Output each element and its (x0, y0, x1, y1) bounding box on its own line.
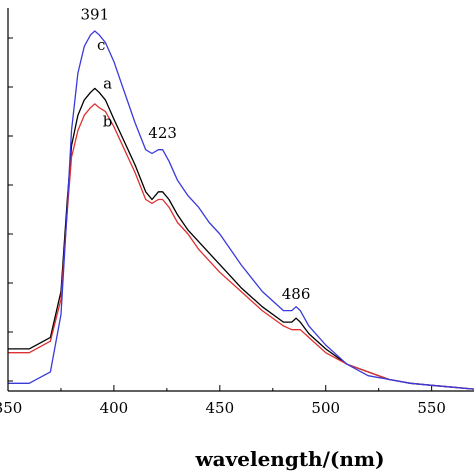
x-tick-label: 550 (417, 399, 446, 417)
x-tick-label: 400 (100, 399, 129, 417)
annotation-label: 423 (148, 124, 177, 142)
series-line-a (8, 87, 474, 390)
series-line-b (8, 103, 474, 390)
annotation-label: 391 (81, 5, 110, 23)
x-axis-title: wavelength/(nm) (194, 447, 384, 471)
y-axis-ticks (8, 37, 13, 382)
annotation-label: b (103, 113, 113, 131)
annotation-layer: 391 c a b 423 486 (81, 5, 311, 303)
x-tick-label: 500 (311, 399, 340, 417)
x-axis-ticks: 350 400 450 500 550 (0, 385, 446, 417)
x-tick-label: 350 (0, 399, 22, 417)
annotation-label: 486 (282, 285, 311, 303)
x-tick-label: 450 (205, 399, 234, 417)
annotation-label: c (97, 36, 105, 54)
annotation-label: a (103, 74, 112, 92)
series-line-c (8, 30, 474, 390)
series-layer (8, 30, 474, 390)
